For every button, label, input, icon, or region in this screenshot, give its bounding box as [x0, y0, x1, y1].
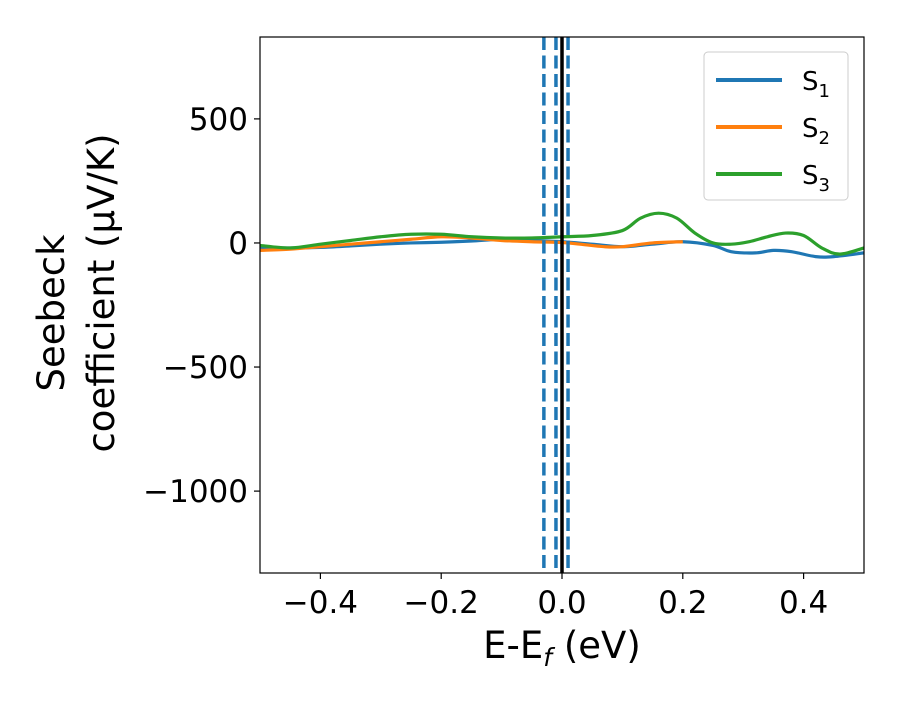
x-axis-title-main: E-E [483, 624, 543, 667]
ticks-layer: −0.4 −0.2 0.0 0.2 0.4 500 0 −500 −1000 [143, 102, 828, 621]
y-tick-label: −500 [163, 350, 248, 386]
legend-label-s1: S1 [802, 67, 830, 102]
x-tick-label: 0.0 [537, 585, 586, 621]
y-axis-title-line-1: Seebeck [30, 234, 73, 392]
series-layer [260, 211, 864, 259]
series-line-s3 [260, 211, 864, 256]
x-axis-title: E-Ef (eV) [483, 624, 641, 672]
y-axis-title-line-2: coefficient (μV/K) [80, 133, 123, 452]
y-tick-label: −1000 [143, 474, 248, 510]
legend-label-s3: S3 [802, 161, 830, 196]
x-tick-label: 0.2 [658, 585, 707, 621]
x-tick-label: −0.2 [404, 585, 479, 621]
x-tick-label: 0.4 [779, 585, 828, 621]
y-tick-label: 0 [228, 226, 248, 262]
x-tick-label: −0.4 [283, 585, 358, 621]
legend-label-s2: S2 [802, 114, 830, 149]
y-axis-title: Seebeck coefficient (μV/K) [30, 133, 123, 452]
x-axis-title-rest: (eV) [552, 624, 641, 667]
y-tick-label: 500 [189, 102, 248, 138]
reference-lines-layer [542, 37, 570, 573]
legend: S1 S2 S3 [703, 51, 849, 201]
series-line-s2 [260, 235, 683, 253]
